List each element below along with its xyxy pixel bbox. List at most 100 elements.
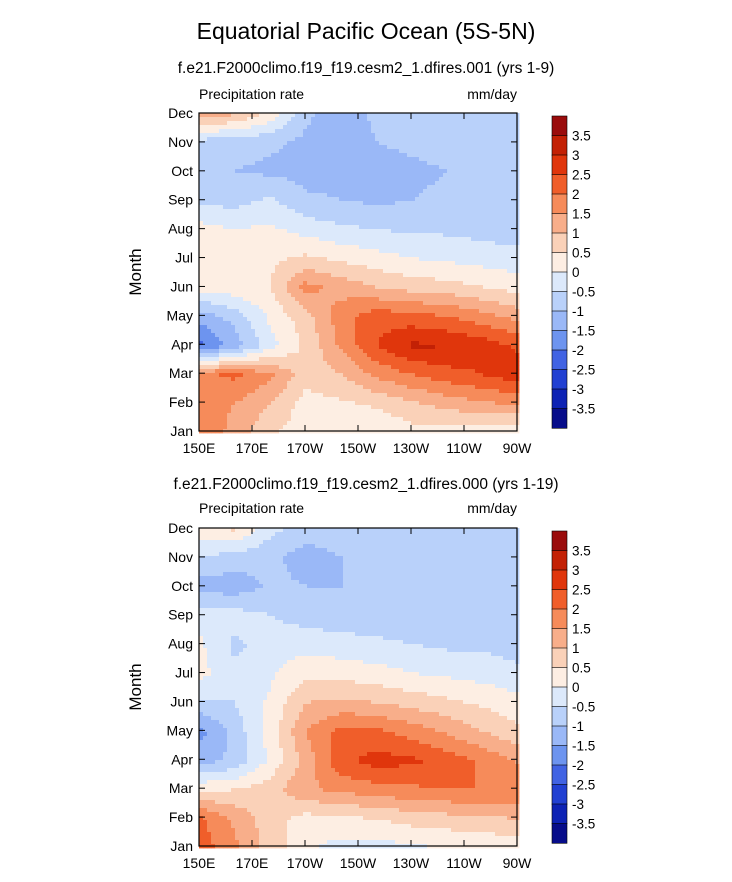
- heatmap-cell: [227, 333, 232, 338]
- heatmap-cell: [495, 201, 500, 206]
- heatmap-cell: [375, 293, 380, 298]
- heatmap-cell: [259, 213, 264, 218]
- heatmap-cell: [315, 325, 320, 330]
- heatmap-cell: [403, 329, 408, 334]
- heatmap-cell: [307, 229, 312, 234]
- heatmap-cell: [311, 213, 316, 218]
- heatmap-cell: [303, 133, 308, 138]
- heatmap-cell: [315, 249, 320, 254]
- heatmap-cell: [199, 157, 204, 162]
- heatmap-cell: [495, 297, 500, 302]
- heatmap-cell: [311, 185, 316, 190]
- heatmap-cell: [299, 185, 304, 190]
- heatmap-cell: [351, 157, 356, 162]
- heatmap-cell: [507, 249, 512, 254]
- heatmap-cell: [223, 185, 228, 190]
- heatmap-cell: [211, 221, 216, 226]
- heatmap-cell: [507, 237, 512, 242]
- heatmap-cell: [511, 301, 516, 306]
- heatmap-cell: [299, 301, 304, 306]
- heatmap-cell: [403, 153, 408, 158]
- heatmap-cell: [379, 205, 384, 210]
- heatmap-cell: [483, 217, 488, 222]
- heatmap-cell: [471, 289, 476, 294]
- heatmap-cell: [439, 157, 444, 162]
- heatmap-cell: [359, 197, 364, 202]
- heatmap-cell: [243, 249, 248, 254]
- heatmap-cell: [447, 165, 452, 170]
- heatmap-cell: [263, 177, 268, 182]
- heatmap-cell: [259, 317, 264, 322]
- heatmap-cell: [247, 157, 252, 162]
- heatmap-cell: [395, 281, 400, 286]
- heatmap-cell: [311, 317, 316, 322]
- heatmap-cell: [359, 265, 364, 270]
- heatmap-cell: [511, 185, 516, 190]
- heatmap-cell: [371, 169, 376, 174]
- heatmap-cell: [339, 293, 344, 298]
- heatmap-cell: [379, 277, 384, 282]
- heatmap-cell: [383, 113, 388, 118]
- heatmap-cell: [459, 321, 464, 326]
- heatmap-cell: [275, 161, 280, 166]
- heatmap-cell: [267, 229, 272, 234]
- heatmap-cell: [447, 117, 452, 122]
- heatmap-cell: [359, 245, 364, 250]
- heatmap-cell: [207, 241, 212, 246]
- heatmap-cell: [407, 273, 412, 278]
- heatmap-cell: [247, 361, 252, 366]
- heatmap-cell: [303, 245, 308, 250]
- heatmap-cell: [459, 277, 464, 282]
- heatmap-cell: [503, 177, 508, 182]
- heatmap-cell: [423, 301, 428, 306]
- heatmap-cell: [351, 137, 356, 142]
- heatmap-cell: [239, 265, 244, 270]
- heatmap-cell: [295, 285, 300, 290]
- heatmap-cell: [507, 177, 512, 182]
- heatmap-cell: [319, 285, 324, 290]
- heatmap-cell: [363, 165, 368, 170]
- heatmap-cell: [275, 173, 280, 178]
- heatmap-cell: [243, 289, 248, 294]
- heatmap-cell: [435, 237, 440, 242]
- heatmap-cell: [295, 281, 300, 286]
- heatmap-cell: [267, 269, 272, 274]
- heatmap-cell: [219, 169, 224, 174]
- heatmap-cell: [383, 309, 388, 314]
- heatmap-cell: [323, 113, 328, 118]
- heatmap-cell: [231, 253, 236, 258]
- heatmap-cell: [199, 229, 204, 234]
- heatmap-cell: [275, 153, 280, 158]
- heatmap-cell: [335, 269, 340, 274]
- heatmap-cell: [335, 233, 340, 238]
- heatmap-cell: [211, 353, 216, 358]
- heatmap-cell: [375, 357, 380, 362]
- heatmap-cell: [227, 229, 232, 234]
- heatmap-cell: [399, 281, 404, 286]
- heatmap-cell: [467, 161, 472, 166]
- heatmap-cell: [471, 297, 476, 302]
- heatmap-cell: [439, 137, 444, 142]
- heatmap-cell: [451, 209, 456, 214]
- heatmap-cell: [503, 185, 508, 190]
- heatmap-cell: [315, 337, 320, 342]
- heatmap-cell: [303, 189, 308, 194]
- heatmap-cell: [307, 321, 312, 326]
- heatmap-cell: [387, 289, 392, 294]
- heatmap-cell: [199, 241, 204, 246]
- heatmap-cell: [511, 189, 516, 194]
- heatmap-cell: [499, 157, 504, 162]
- heatmap-cell: [499, 145, 504, 150]
- heatmap-cell: [407, 253, 412, 258]
- heatmap-cell: [295, 189, 300, 194]
- heatmap-cell: [443, 273, 448, 278]
- heatmap-cell: [487, 165, 492, 170]
- heatmap-cell: [263, 233, 268, 238]
- heatmap-cell: [343, 257, 348, 262]
- heatmap-cell: [503, 297, 508, 302]
- heatmap-cell: [219, 197, 224, 202]
- heatmap-cell: [323, 205, 328, 210]
- heatmap-cell: [227, 301, 232, 306]
- heatmap-cell: [435, 317, 440, 322]
- heatmap-cell: [399, 301, 404, 306]
